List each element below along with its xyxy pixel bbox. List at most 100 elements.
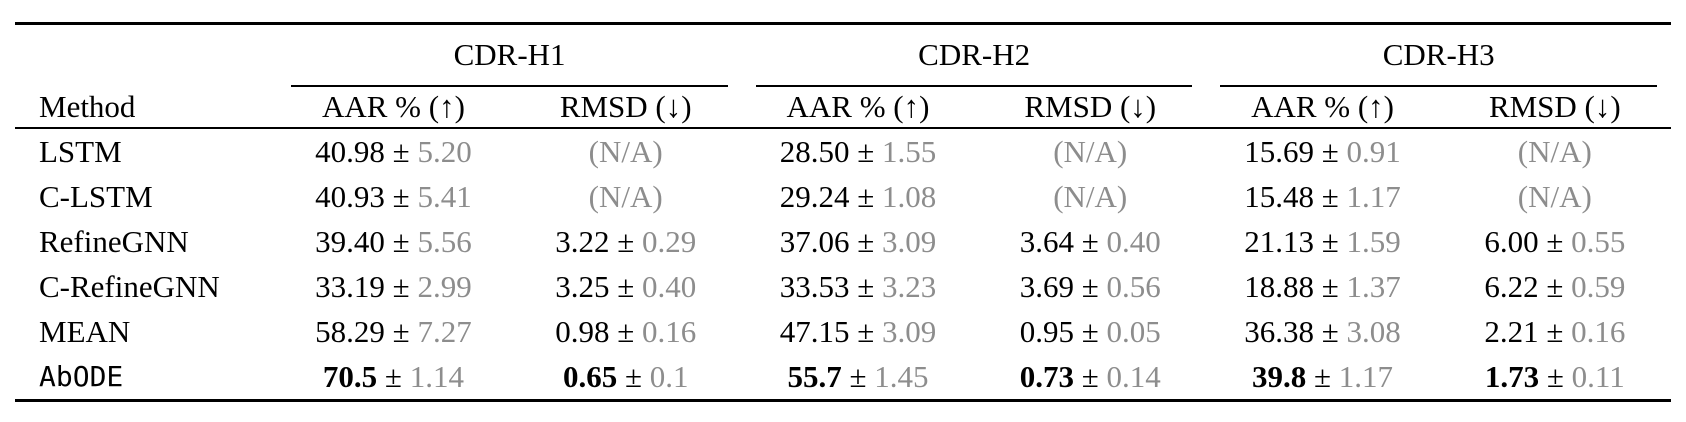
metric-cell: (N/A)	[1439, 174, 1671, 219]
mean-value: 6.00	[1484, 223, 1539, 259]
plus-minus-sign: ±	[392, 268, 410, 304]
mean-value: 6.22	[1484, 268, 1539, 304]
metric-cell: 6.00 ± 0.55	[1439, 219, 1671, 264]
metric-cell: 0.65 ± 0.1	[510, 354, 742, 401]
mean-value: 37.06	[779, 223, 850, 259]
metric-cell: 39.8 ± 1.17	[1206, 354, 1438, 401]
na-value: (N/A)	[588, 133, 663, 169]
plus-minus-sign: ±	[392, 313, 410, 349]
plus-minus-sign: ±	[384, 358, 402, 394]
plus-minus-sign: ±	[1321, 223, 1339, 259]
mean-value: 58.29	[315, 313, 385, 349]
metric-cell: (N/A)	[510, 174, 742, 219]
metric-cell: 55.7 ± 1.45	[742, 354, 974, 401]
plus-minus-sign: ±	[1321, 133, 1339, 169]
metric-cell: 40.93 ± 5.41	[277, 174, 509, 219]
column-header-rmsd-h1: RMSD (↓)	[509, 87, 742, 129]
plus-minus-sign: ±	[857, 313, 875, 349]
std-value: 5.41	[417, 178, 472, 214]
mean-value: 33.19	[315, 268, 385, 304]
std-value: 0.14	[1106, 358, 1161, 394]
mean-value: 0.73	[1019, 358, 1074, 394]
plus-minus-sign: ±	[849, 358, 867, 394]
column-header-rmsd-h2: RMSD (↓)	[974, 87, 1207, 129]
method-name: RefineGNN	[39, 223, 189, 259]
mean-value: 2.21	[1484, 313, 1539, 349]
mean-value: 55.7	[787, 358, 842, 394]
na-value: (N/A)	[1053, 178, 1128, 214]
group-header-spacer	[15, 24, 277, 86]
mean-value: 33.53	[779, 268, 850, 304]
mean-value: 28.50	[779, 133, 850, 169]
results-table-wrapper: CDR-H1 CDR-H2 CDR-H3 Method AAR % (↑) RM…	[15, 22, 1671, 402]
method-name: C-RefineGNN	[39, 268, 220, 304]
metric-cell: 58.29 ± 7.27	[277, 309, 509, 354]
std-value: 1.55	[881, 133, 937, 169]
std-value: 0.55	[1571, 223, 1626, 259]
std-value: 0.11	[1571, 358, 1625, 394]
std-value: 3.09	[881, 223, 937, 259]
column-header-row: Method AAR % (↑) RMSD (↓) AAR % (↑) RMSD…	[15, 87, 1671, 129]
plus-minus-sign: ±	[1321, 313, 1339, 349]
mean-value: 40.98	[315, 133, 385, 169]
std-value: 1.14	[409, 358, 464, 394]
plus-minus-sign: ±	[857, 223, 875, 259]
metric-cell: (N/A)	[1439, 128, 1671, 174]
metric-cell: 39.40 ± 5.56	[277, 219, 509, 264]
plus-minus-sign: ±	[1321, 178, 1339, 214]
metric-cell: 47.15 ± 3.09	[742, 309, 974, 354]
plus-minus-sign: ±	[1081, 313, 1099, 349]
std-value: 1.08	[881, 178, 937, 214]
metric-cell: (N/A)	[974, 128, 1206, 174]
mean-value: 21.13	[1244, 223, 1315, 259]
method-name: C-LSTM	[39, 178, 153, 214]
std-value: 1.17	[1346, 178, 1401, 214]
plus-minus-sign: ±	[1546, 313, 1564, 349]
metric-cell: 6.22 ± 0.59	[1439, 264, 1671, 309]
metric-cell: 1.73 ± 0.11	[1439, 354, 1671, 401]
na-value: (N/A)	[1053, 133, 1128, 169]
std-value: 0.40	[641, 268, 697, 304]
plus-minus-sign: ±	[1546, 358, 1564, 394]
plus-minus-sign: ±	[1081, 358, 1099, 394]
column-header-method: Method	[15, 87, 278, 129]
plus-minus-sign: ±	[392, 223, 410, 259]
plus-minus-sign: ±	[1321, 268, 1339, 304]
column-header-rmsd-h3: RMSD (↓)	[1438, 87, 1671, 129]
mean-value: 1.73	[1484, 358, 1540, 394]
std-value: 1.37	[1346, 268, 1401, 304]
std-value: 0.59	[1571, 268, 1626, 304]
plus-minus-sign: ±	[617, 268, 635, 304]
metric-cell: 18.88 ± 1.37	[1206, 264, 1438, 309]
std-value: 0.05	[1106, 313, 1161, 349]
group-header-cdr-h2: CDR-H2	[918, 37, 1031, 72]
mean-value: 47.15	[779, 313, 850, 349]
metric-cell: 40.98 ± 5.20	[277, 128, 509, 174]
mean-value: 39.40	[315, 223, 385, 259]
column-header-aar-h3: AAR % (↑)	[1206, 87, 1439, 129]
plus-minus-sign: ±	[857, 268, 875, 304]
mean-value: 70.5	[322, 358, 378, 394]
cmidrule-cdr-h3	[1220, 85, 1657, 87]
mean-value: 0.95	[1019, 313, 1074, 349]
std-value: 0.29	[641, 223, 697, 259]
metric-cell: 0.98 ± 0.16	[510, 309, 742, 354]
std-value: 0.40	[1106, 223, 1161, 259]
row-c-refinegnn: C-RefineGNN 33.19 ± 2.99 3.25 ± 0.40 33.…	[15, 264, 1671, 309]
group-header-cdr-h1: CDR-H1	[453, 37, 566, 72]
plus-minus-sign: ±	[857, 133, 875, 169]
column-header-aar-h2: AAR % (↑)	[741, 87, 975, 129]
std-value: 1.59	[1346, 223, 1401, 259]
method-name: AbODE	[39, 360, 124, 393]
mean-value: 3.25	[555, 268, 610, 304]
std-value: 3.09	[881, 313, 937, 349]
mean-value: 40.93	[315, 178, 385, 214]
group-header-cdr-h3: CDR-H3	[1382, 37, 1495, 72]
metric-cell: 29.24 ± 1.08	[742, 174, 974, 219]
row-abode: AbODE 70.5 ± 1.14 0.65 ± 0.1 55.7 ± 1.45…	[15, 354, 1671, 401]
std-value: 2.99	[417, 268, 472, 304]
plus-minus-sign: ±	[617, 223, 635, 259]
std-value: 7.27	[417, 313, 472, 349]
plus-minus-sign: ±	[624, 358, 642, 394]
mean-value: 39.8	[1252, 358, 1307, 394]
